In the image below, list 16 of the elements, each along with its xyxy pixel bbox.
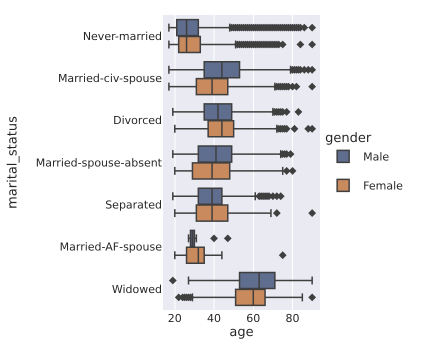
y-axis-title: marital_status — [6, 116, 21, 209]
x-tick-label: 60 — [246, 312, 260, 325]
y-tick-label: Widowed — [112, 282, 162, 296]
legend-label: Male — [363, 150, 390, 164]
y-tick-label: Married-spouse-absent — [36, 156, 163, 170]
x-tick-label: 40 — [207, 312, 222, 325]
y-tick-label: Married-AF-spouse — [60, 240, 162, 254]
y-tick-label: Never-married — [82, 30, 162, 43]
legend-label: Female — [363, 180, 404, 193]
y-tick-label: Separated — [105, 198, 162, 212]
y-tick-label: Divorced — [113, 114, 162, 128]
y-tick-label: Married-civ-spouse — [58, 72, 162, 86]
x-axis-title: age — [229, 325, 254, 340]
x-tick-label: 20 — [168, 312, 182, 325]
x-tick-label: 80 — [286, 312, 300, 325]
legend-title: gender — [325, 130, 372, 146]
